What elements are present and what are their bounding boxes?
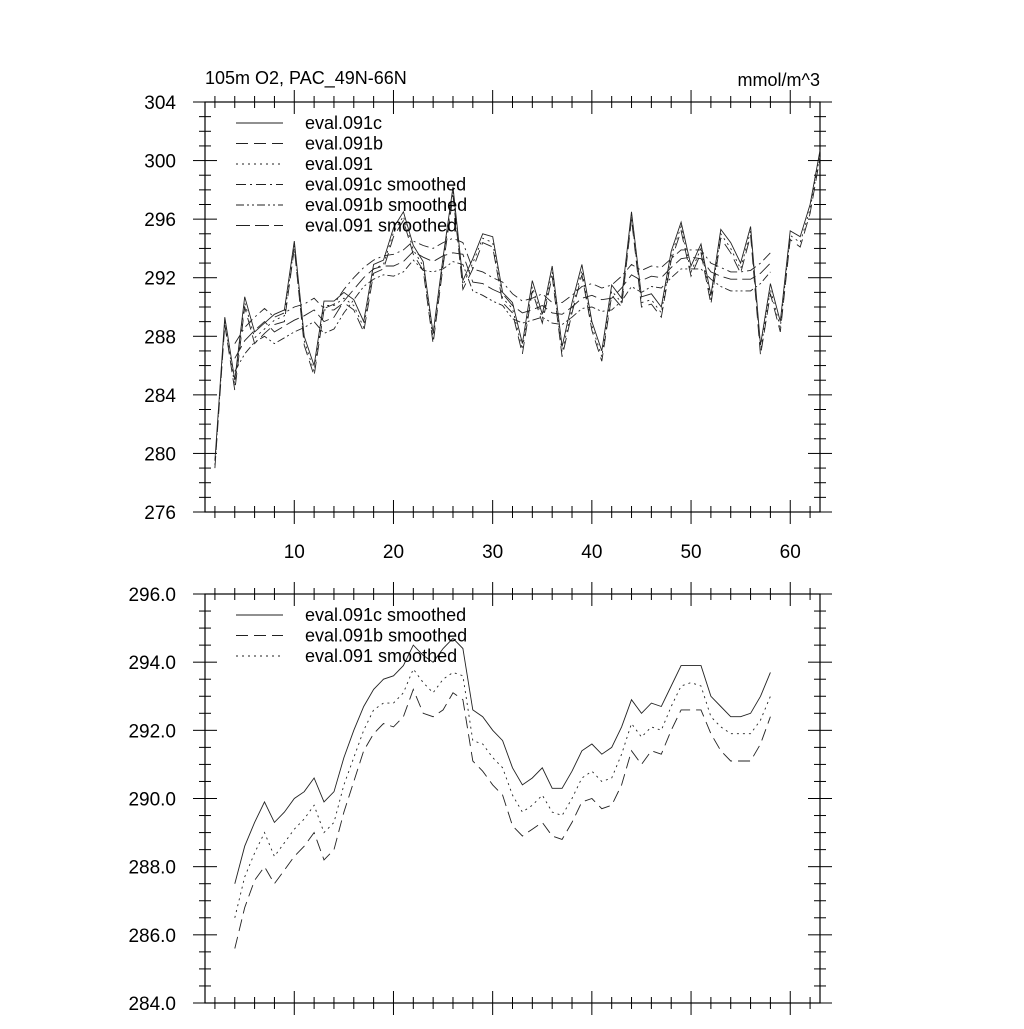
legend-label: eval.091c smoothed [305,175,466,195]
x-axis [214,582,811,1015]
y-tick-label: 284.0 [128,994,176,1015]
plot-frame [204,593,821,1004]
legend-label: eval.091 smoothed [305,216,457,236]
y-axis: 276 280 284 288 292 296 300 304 [144,93,832,524]
series-group [214,150,821,469]
chart-panel-1: 105m O2, PAC_49N-66N mmol/m^3 10 20 30 40 50 60… [144,68,832,563]
plot-frame [204,101,821,513]
series-line-eval-091 [214,154,821,466]
x-axis: 10 20 30 40 50 60 [214,90,811,563]
y-axis: 284.0 286.0 288.0 290.0 292.0 294.0 296.0 [128,585,832,1015]
y-tick-label: 290.0 [128,790,176,811]
y-tick-label: 288.0 [128,858,176,879]
y-tick-label: 292 [144,269,176,290]
y-tick-label: 300 [144,152,176,173]
units-label: mmol/m^3 [738,70,820,90]
legend-label: eval.091b smoothed [305,195,467,215]
legend-label: eval.091b smoothed [305,626,467,646]
y-tick-label: 294.0 [128,653,176,674]
series-line-eval-091c-smoothed [234,637,771,884]
legend-label: eval.091c [305,113,382,133]
x-tick-label: 20 [383,542,404,563]
y-tick-label: 296.0 [128,585,176,606]
series-line-eval-091b [214,157,821,469]
x-tick-label: 50 [680,542,701,563]
y-tick-label: 286.0 [128,926,176,947]
series-line-eval-091b-smoothed [234,688,771,949]
legend-label: eval.091 smoothed [305,646,457,666]
series-line-eval-091-smoothed [234,250,771,359]
series-group [234,637,771,949]
chart-panel-2: 284.0 286.0 288.0 290.0 292.0 294.0 296.0 eval.… [128,582,832,1015]
series-line-eval-091c [214,150,821,461]
y-tick-label: 288 [144,327,176,348]
legend-label: eval.091 [305,154,373,174]
legend-label: eval.091c smoothed [305,605,466,625]
y-tick-label: 296 [144,210,176,231]
series-line-eval-091-smoothed [234,668,771,918]
x-tick-label: 60 [780,542,801,563]
chart-title: 105m O2, PAC_49N-66N [205,68,407,89]
series-line-eval-091b-smoothed [234,259,771,372]
legend-label: eval.091b [305,134,383,154]
y-tick-label: 276 [144,503,176,524]
y-tick-label: 292.0 [128,721,176,742]
y-tick-label: 304 [144,93,176,114]
x-tick-label: 30 [482,542,503,563]
y-tick-label: 280 [144,444,176,465]
x-tick-label: 40 [581,542,602,563]
y-tick-label: 284 [144,386,176,407]
series-line-eval-091c-smoothed [234,237,771,344]
x-tick-label: 10 [284,542,305,563]
